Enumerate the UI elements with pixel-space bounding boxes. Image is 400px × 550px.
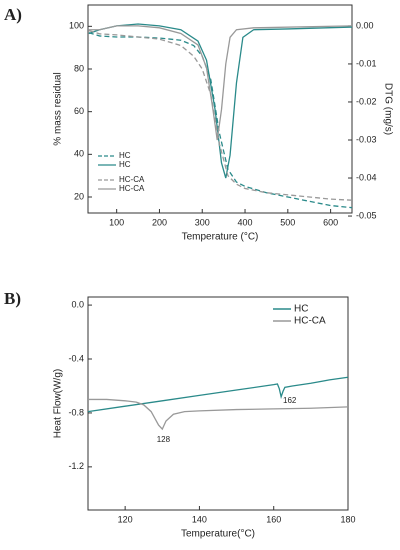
y-tick-label: -0.8 xyxy=(68,407,84,417)
legend-label: HC xyxy=(119,160,131,169)
y2-tick-label: -0.03 xyxy=(356,134,377,144)
legend-label: HC-CA xyxy=(119,184,145,193)
x-tick-label: 500 xyxy=(280,217,295,227)
x-tick-label: 140 xyxy=(192,514,207,524)
plot-frame xyxy=(87,296,349,511)
annotation: 162 xyxy=(283,396,297,405)
y2-tick-label: -0.02 xyxy=(356,96,377,106)
x-axis-title: Temperature(°C) xyxy=(181,529,255,540)
x-tick-label: 120 xyxy=(118,514,133,524)
x-tick-label: 400 xyxy=(238,217,253,227)
x-tick-label: 180 xyxy=(340,514,355,524)
y-tick-label: -1.2 xyxy=(68,461,84,471)
series-line xyxy=(88,23,353,179)
legend-label: HC-CA xyxy=(294,316,326,327)
x-tick-label: 100 xyxy=(109,217,124,227)
x-tick-label: 300 xyxy=(195,217,210,227)
plot-frame xyxy=(87,4,353,214)
y2-tick-label: -0.01 xyxy=(356,58,377,68)
x-axis-title: Temperature (°C) xyxy=(182,232,259,243)
y-tick-label: 100 xyxy=(69,21,84,31)
series-line xyxy=(88,398,349,431)
legend-label: HC xyxy=(294,304,308,315)
annotation: 128 xyxy=(157,435,171,444)
x-tick-label: 600 xyxy=(323,217,338,227)
y-tick-label: -0.4 xyxy=(68,353,84,363)
y2-tick-label: -0.04 xyxy=(356,172,377,182)
legend-label: HC xyxy=(119,151,131,160)
y-tick-label: 0.0 xyxy=(71,299,84,309)
series-line xyxy=(88,25,353,141)
y-tick-label: 40 xyxy=(74,149,84,159)
y2-tick-label: 0.00 xyxy=(356,20,374,30)
y-tick-label: 60 xyxy=(74,106,84,116)
series-line xyxy=(87,376,349,413)
y2-tick-label: -0.05 xyxy=(356,210,377,220)
y-tick-label: 80 xyxy=(74,63,84,73)
y-tick-label: 20 xyxy=(74,191,84,201)
panel-label: B) xyxy=(4,289,21,308)
panel-label: A) xyxy=(4,5,22,24)
series-line xyxy=(88,29,353,201)
y2-axis-title: DTG (mg/s) xyxy=(382,83,393,135)
y-axis-title: % mass residual xyxy=(53,72,64,145)
legend-label: HC-CA xyxy=(119,175,145,184)
x-tick-label: 200 xyxy=(152,217,167,227)
x-tick-label: 160 xyxy=(266,514,281,524)
y-axis-title: Heat Flow(W/g) xyxy=(53,369,64,438)
